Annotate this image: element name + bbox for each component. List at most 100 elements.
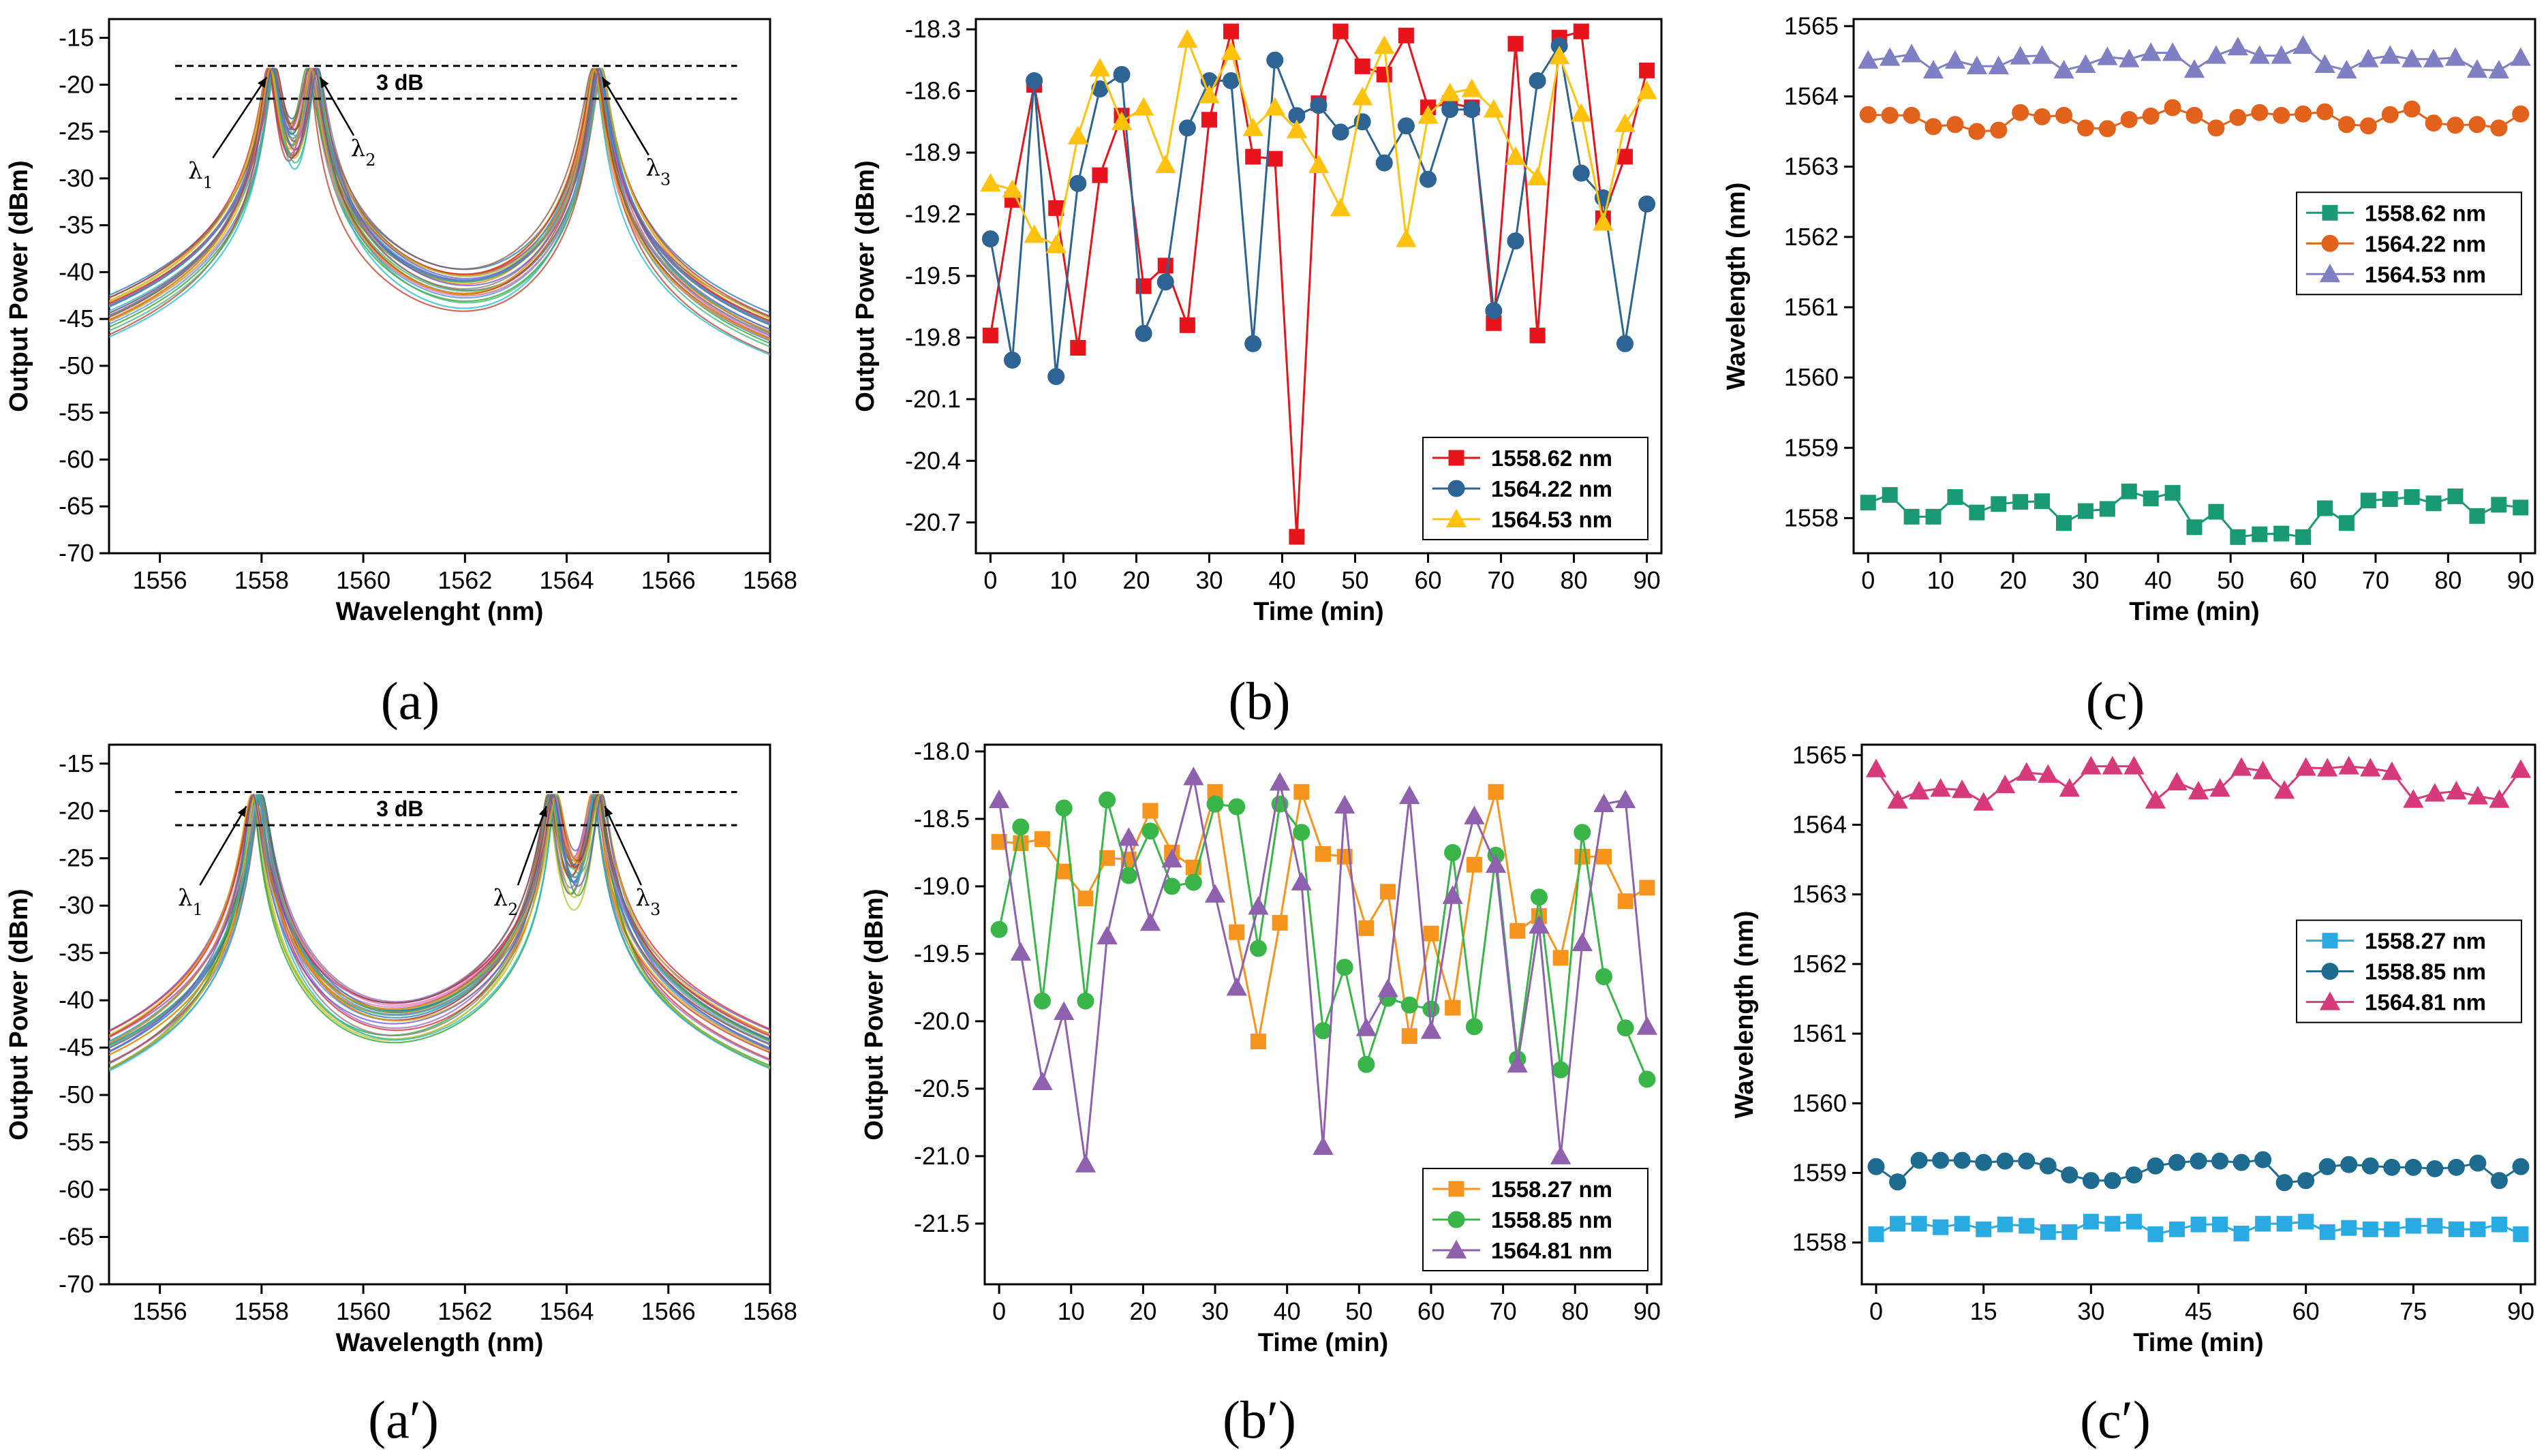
spectrum-trace xyxy=(109,794,770,1047)
y-tick-label: -70 xyxy=(59,1270,94,1298)
data-point-3 xyxy=(2314,54,2335,73)
data-point-1 xyxy=(1250,1034,1266,1050)
data-point-3 xyxy=(2010,46,2031,65)
spectrum-trace xyxy=(109,67,770,354)
data-point-2 xyxy=(2468,116,2486,134)
data-point-3 xyxy=(1133,97,1154,116)
x-tick-label: 80 xyxy=(1561,566,1588,594)
data-point-1 xyxy=(2295,529,2312,545)
data-point-2 xyxy=(1034,992,1052,1010)
data-point-1 xyxy=(1617,893,1634,910)
lambda-label-2: λ2 xyxy=(493,884,519,919)
x-tick-label: 60 xyxy=(2292,1297,2320,1325)
x-tick-label: 20 xyxy=(1129,1297,1156,1325)
panel-a-prime-spectrum: 1556 1558 1560 1562 1564 1566 1568 -15 -20 -25 -30… xyxy=(5,743,797,1357)
data-point-3 xyxy=(2489,789,2510,808)
y-axis-label: Output Power (dBm) xyxy=(851,160,880,412)
data-point-1 xyxy=(2341,1220,2357,1236)
data-point-3 xyxy=(2488,59,2509,79)
data-point-3 xyxy=(2031,45,2053,64)
caption-b-prime: (b′) xyxy=(1223,1390,1296,1449)
data-point-3 xyxy=(2230,757,2252,776)
data-point-3 xyxy=(2209,778,2230,797)
data-point-1 xyxy=(2208,504,2224,520)
caption-a-prime: (a′) xyxy=(368,1390,439,1449)
data-point-2 xyxy=(1026,72,1043,89)
y-tick-label: -35 xyxy=(59,211,94,239)
legend-marker-1 xyxy=(1448,450,1464,466)
data-point-2 xyxy=(2490,1172,2508,1190)
data-point-2 xyxy=(1859,106,1877,123)
data-point-1 xyxy=(2034,493,2051,510)
data-point-3 xyxy=(1439,82,1460,102)
data-point-1 xyxy=(2233,1225,2250,1241)
data-point-1 xyxy=(2012,494,2029,510)
x-tick-label: 20 xyxy=(1122,566,1150,594)
data-point-1 xyxy=(1315,846,1331,862)
data-point-3 xyxy=(1549,45,1570,65)
data-point-1 xyxy=(1860,495,1876,511)
data-point-3 xyxy=(1374,35,1395,55)
data-point-1 xyxy=(2168,1221,2185,1237)
spectrum-trace xyxy=(109,794,770,1053)
data-point-1 xyxy=(2252,526,2268,542)
lambda-arrowhead-1 xyxy=(237,806,247,818)
spectrum-trace xyxy=(109,67,770,325)
data-point-2 xyxy=(2447,117,2464,134)
data-point-2 xyxy=(1996,1152,2014,1170)
data-point-1 xyxy=(1466,856,1482,873)
data-point-3 xyxy=(1242,117,1263,136)
data-point-3 xyxy=(2141,42,2162,61)
x-tick-label: 60 xyxy=(1417,1297,1445,1325)
y-tick-label: -19.5 xyxy=(905,262,961,290)
caption-c: (c) xyxy=(2086,671,2145,730)
data-point-3 xyxy=(1550,1145,1571,1164)
lambda-arrow-1 xyxy=(212,76,268,159)
data-point-2 xyxy=(2275,1174,2293,1192)
x-tick-label: 1560 xyxy=(336,1297,390,1325)
data-point-2 xyxy=(1397,117,1415,135)
y-tick-label: -70 xyxy=(59,539,94,567)
y-tick-label: -18.6 xyxy=(905,77,961,105)
x-tick-label: 60 xyxy=(1415,566,1442,594)
data-point-2 xyxy=(2251,104,2269,121)
data-point-1 xyxy=(2447,488,2464,504)
data-point-1 xyxy=(1507,35,1524,52)
data-point-2 xyxy=(1336,959,1353,976)
y-tick-label: -19.5 xyxy=(914,940,970,967)
lambda-arrowhead-1 xyxy=(257,77,267,88)
data-point-2 xyxy=(1903,106,1920,124)
data-point-2 xyxy=(2425,114,2442,132)
data-point-3 xyxy=(1995,774,2016,794)
x-tick-label: 50 xyxy=(1345,1297,1372,1325)
data-point-3 xyxy=(1461,78,1482,97)
data-point-2 xyxy=(2142,107,2160,125)
x-tick-label: 10 xyxy=(1049,566,1077,594)
data-point-3 xyxy=(1155,154,1176,174)
x-tick-label: 1562 xyxy=(438,566,492,594)
data-point-3 xyxy=(2358,48,2379,67)
legend-label-3: 1564.81 nm xyxy=(1491,1238,1612,1263)
y-tick-label: -20 xyxy=(59,70,94,98)
spectrum-trace xyxy=(109,67,770,348)
data-point-1 xyxy=(1882,486,1898,503)
data-point-1 xyxy=(1229,924,1245,940)
data-point-1 xyxy=(2273,525,2290,542)
data-point-3 xyxy=(1075,1153,1096,1173)
y-tick-label: -19.2 xyxy=(905,200,961,228)
data-point-1 xyxy=(2338,515,2355,531)
data-point-3 xyxy=(1442,885,1463,904)
y-tick-label: -35 xyxy=(59,939,94,967)
data-point-1 xyxy=(1267,151,1283,167)
data-point-2 xyxy=(1244,335,1262,352)
legend-marker-2 xyxy=(1447,480,1465,497)
panel-c-wavelength-stability: 0 10 20 30 40 50 60 70 80 90 1558 1559 1560 1561 1562 1… xyxy=(1722,12,2536,626)
band-label: 3 dB xyxy=(376,796,423,821)
y-tick-label: 1558 xyxy=(1784,504,1839,531)
data-point-3 xyxy=(2273,780,2295,799)
x-tick-label: 70 xyxy=(1490,1297,1517,1325)
data-point-2 xyxy=(1332,123,1349,141)
series-line-2 xyxy=(989,43,1648,377)
legend-marker-1 xyxy=(2322,204,2338,221)
